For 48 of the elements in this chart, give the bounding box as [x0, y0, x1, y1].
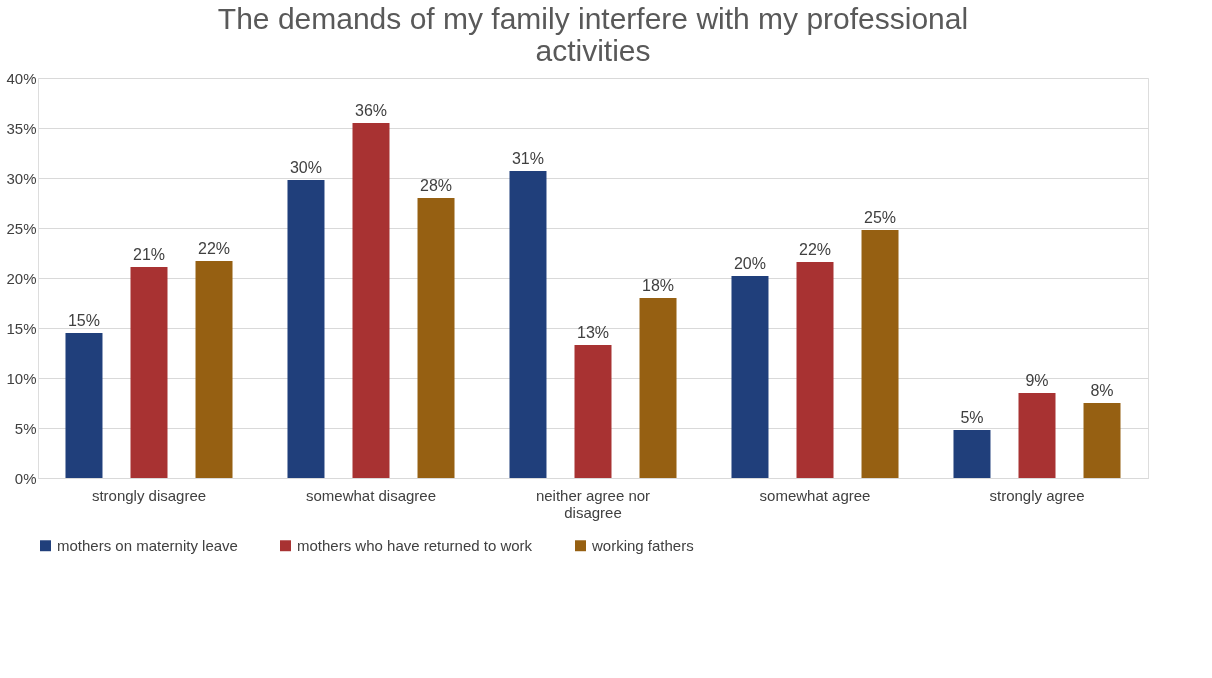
bar — [953, 430, 991, 478]
y-tick-label: 35% — [6, 119, 37, 137]
data-label: 8% — [1090, 382, 1114, 399]
data-label: 9% — [1025, 372, 1049, 389]
x-tick-label: somewhat agree — [759, 486, 871, 504]
legend-label: mothers who have returned to work — [297, 536, 533, 554]
legend-label: working fathers — [591, 536, 694, 554]
y-tick-label: 25% — [6, 219, 37, 237]
bar — [352, 123, 390, 478]
y-tick-label: 20% — [6, 269, 37, 287]
x-tick-label: somewhat disagree — [305, 486, 437, 504]
x-tick-label: strongly agree — [989, 486, 1085, 504]
data-label: 13% — [576, 324, 610, 341]
bar — [861, 230, 899, 478]
y-tick-label: 0% — [14, 469, 37, 487]
data-label: 22% — [798, 241, 832, 258]
x-tick-label: strongly disagree — [91, 486, 207, 504]
data-label: 25% — [864, 209, 897, 226]
data-label: 28% — [420, 177, 453, 194]
bar — [287, 180, 325, 478]
bar — [731, 276, 769, 478]
data-label: 22% — [198, 240, 231, 257]
bar — [796, 262, 834, 478]
data-label: 20% — [733, 255, 766, 272]
y-tick-label: 40% — [6, 69, 37, 87]
data-label: 31% — [511, 150, 544, 167]
bar — [1083, 403, 1121, 478]
data-label: 36% — [354, 102, 388, 119]
x-tick-label: neither agree nor disagree — [535, 486, 651, 521]
y-tick-label: 10% — [6, 369, 37, 387]
data-label: 18% — [642, 277, 675, 294]
bar — [417, 198, 455, 478]
data-label: 21% — [132, 246, 166, 263]
bar — [65, 333, 103, 478]
bar — [195, 261, 233, 478]
bar — [130, 267, 168, 478]
y-tick-label: 15% — [6, 319, 37, 337]
bar — [509, 171, 547, 478]
data-label: 30% — [289, 159, 322, 176]
legend-label: mothers on maternity leave — [57, 536, 238, 554]
data-label: 15% — [67, 312, 100, 329]
chart-title: The demands of my family interfere with my professional activities — [217, 2, 969, 67]
y-tick-label: 5% — [14, 419, 37, 437]
y-tick-label: 30% — [6, 169, 37, 187]
bar — [1018, 393, 1056, 478]
data-label: 5% — [960, 409, 984, 426]
bar — [574, 345, 612, 478]
bar — [639, 298, 677, 478]
